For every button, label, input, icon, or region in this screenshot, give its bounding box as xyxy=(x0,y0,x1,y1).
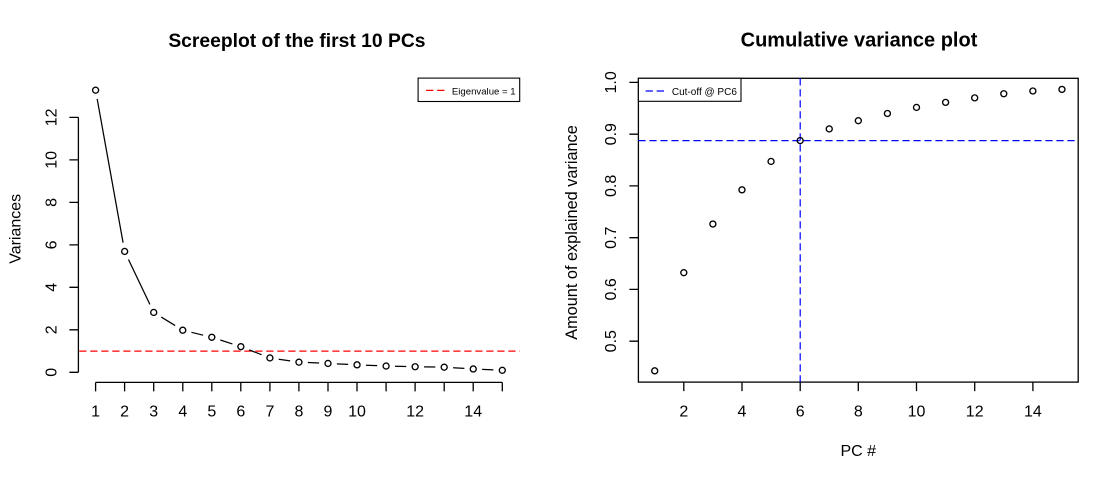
svg-text:Cut-off @ PC6: Cut-off @ PC6 xyxy=(672,87,737,98)
svg-text:4: 4 xyxy=(738,404,747,421)
svg-text:5: 5 xyxy=(207,404,216,421)
svg-text:1.0: 1.0 xyxy=(603,71,620,93)
svg-text:PC #: PC # xyxy=(841,443,877,460)
svg-text:6: 6 xyxy=(796,404,805,421)
svg-text:1: 1 xyxy=(91,404,100,421)
svg-text:8: 8 xyxy=(294,404,303,421)
svg-text:Eigenvalue = 1: Eigenvalue = 1 xyxy=(452,87,516,98)
svg-text:12: 12 xyxy=(406,404,424,421)
svg-text:0.9: 0.9 xyxy=(603,123,620,145)
svg-text:10: 10 xyxy=(43,151,60,169)
svg-text:2: 2 xyxy=(120,404,129,421)
svg-text:0: 0 xyxy=(43,368,60,377)
svg-text:8: 8 xyxy=(43,198,60,207)
svg-text:2: 2 xyxy=(679,404,688,421)
svg-text:8: 8 xyxy=(854,404,863,421)
svg-text:3: 3 xyxy=(149,404,158,421)
svg-text:14: 14 xyxy=(464,404,482,421)
svg-text:2: 2 xyxy=(43,325,60,334)
svg-text:Cumulative variance plot: Cumulative variance plot xyxy=(741,29,978,51)
svg-text:6: 6 xyxy=(43,240,60,249)
svg-text:0.5: 0.5 xyxy=(603,330,620,352)
svg-text:9: 9 xyxy=(324,404,333,421)
svg-text:6: 6 xyxy=(236,404,245,421)
svg-text:Amount of explained variance: Amount of explained variance xyxy=(563,125,581,340)
svg-text:10: 10 xyxy=(348,404,366,421)
svg-text:Screeplot of the first 10 PCs: Screeplot of the first 10 PCs xyxy=(168,31,425,52)
svg-text:14: 14 xyxy=(1024,404,1042,421)
svg-text:12: 12 xyxy=(43,108,60,126)
svg-text:Variances: Variances xyxy=(7,194,24,264)
svg-text:4: 4 xyxy=(43,283,60,292)
svg-text:10: 10 xyxy=(908,404,926,421)
svg-text:7: 7 xyxy=(265,404,274,421)
svg-text:12: 12 xyxy=(966,404,984,421)
svg-text:0.7: 0.7 xyxy=(603,226,620,248)
svg-text:4: 4 xyxy=(178,404,187,421)
svg-text:0.8: 0.8 xyxy=(603,175,620,197)
svg-text:0.6: 0.6 xyxy=(603,278,620,300)
